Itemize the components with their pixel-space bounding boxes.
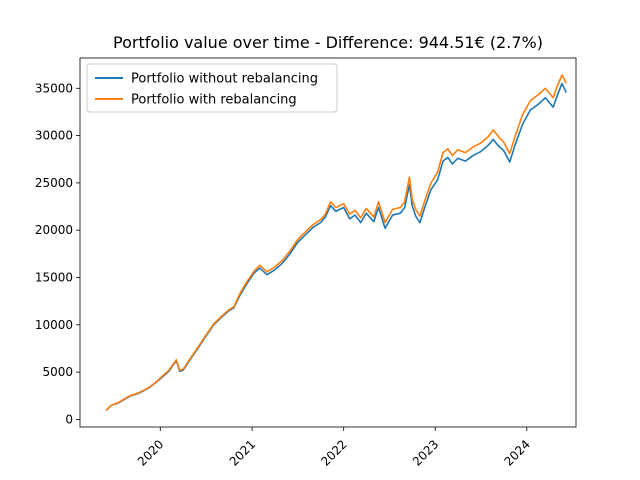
series-line-2	[105, 74, 567, 411]
legend-label-1: Portfolio without rebalancing	[131, 72, 318, 87]
y-tick-label: 10000	[35, 318, 73, 332]
y-tick-label: 15000	[35, 271, 73, 285]
y-tick-label: 20000	[35, 223, 73, 237]
y-tick-label: 30000	[35, 129, 73, 143]
series-lines	[105, 74, 567, 411]
y-axis: 0 5000 10000 15000 20000 25000 30000 35000	[35, 81, 80, 426]
y-tick-label: 0	[65, 412, 73, 426]
legend-label-2: Portfolio with rebalancing	[131, 93, 297, 108]
y-tick-label: 5000	[42, 365, 73, 379]
y-tick-label: 35000	[35, 81, 73, 95]
plot-area-frame	[79, 57, 577, 428]
legend: Portfolio without rebalancing Portfolio w…	[86, 63, 338, 113]
chart-title: Portfolio value over time - Difference: …	[113, 33, 543, 52]
y-tick-label: 25000	[35, 176, 73, 190]
legend-box	[86, 63, 338, 113]
